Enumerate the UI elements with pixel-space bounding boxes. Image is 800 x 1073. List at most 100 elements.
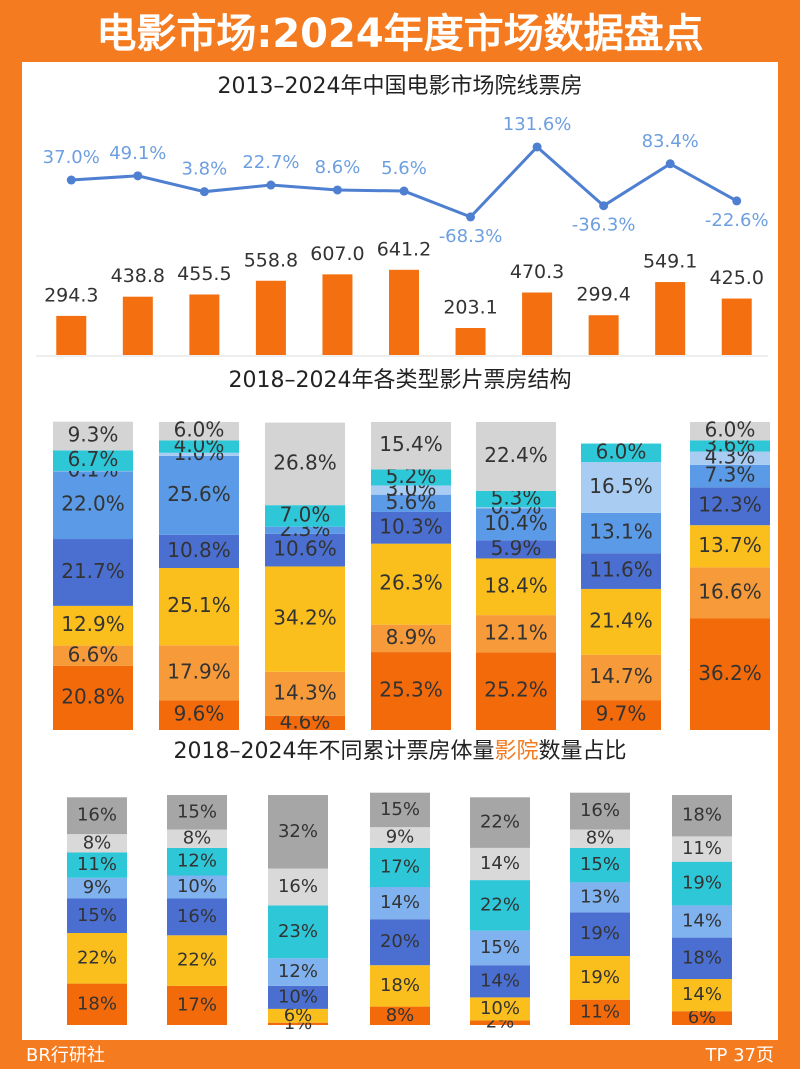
segment-label: 8% (386, 1005, 415, 1026)
bar-label: 607.0 (310, 243, 364, 265)
segment-label: 6.6% (68, 642, 119, 666)
segment-label: 25.6% (167, 482, 231, 506)
segment-label: 8% (83, 832, 112, 853)
growth-label: -68.3% (439, 226, 503, 247)
segment-label: 13% (580, 886, 620, 907)
segment-label: 22% (177, 950, 217, 971)
segment-label: 16% (278, 876, 318, 897)
segment-label: 22% (480, 894, 520, 915)
growth-label: 5.6% (381, 158, 427, 179)
growth-point (599, 201, 608, 210)
segment-label: 16% (580, 800, 620, 821)
segment-label: 11% (580, 1001, 620, 1022)
segment-label: 10% (278, 986, 318, 1007)
bar (123, 297, 153, 355)
chart-title: 2013–2024年中国电影市场院线票房 (218, 74, 583, 99)
growth-point (333, 185, 342, 194)
segment-label: 15% (177, 801, 217, 822)
bar-label: 299.4 (576, 284, 630, 306)
segment-label: 17% (177, 994, 217, 1015)
bar-label: 425.0 (710, 267, 764, 289)
segment-label: 15% (380, 799, 420, 820)
segment-label: 17% (380, 856, 420, 877)
segment-label: 22% (77, 947, 117, 968)
segment-label: 7.0% (280, 502, 331, 526)
segment-label: 19% (682, 873, 722, 894)
segment-label: 14% (380, 892, 420, 913)
segment-label: 18% (682, 805, 722, 826)
segment-label: 6.0% (174, 418, 225, 442)
growth-point (666, 159, 675, 168)
segment-label: 12.3% (698, 493, 762, 517)
segment-label: 26.3% (379, 571, 443, 595)
bar-label: 294.3 (44, 284, 98, 306)
footer-right: TP 37页 (705, 1045, 774, 1066)
segment-label: 9.7% (596, 702, 647, 726)
bar-label: 203.1 (443, 297, 497, 319)
segment-label: 34.2% (273, 606, 337, 630)
growth-point (67, 176, 76, 185)
bar-label: 470.3 (510, 261, 564, 283)
segment-label: 18% (682, 947, 722, 968)
segment-label: 17.9% (167, 659, 231, 683)
segment-label: 15% (480, 937, 520, 958)
segment-label: 11.6% (589, 558, 653, 582)
segment-label: 8.9% (386, 625, 437, 649)
segment-label: 25.2% (484, 678, 548, 702)
segment-label: 22.4% (484, 443, 548, 467)
segment-label: 12% (177, 851, 217, 872)
segment-label: 6.0% (596, 439, 647, 463)
growth-label: 49.1% (109, 143, 166, 164)
bar (322, 274, 352, 355)
segment-label: 10% (480, 998, 520, 1019)
growth-label: -36.3% (572, 215, 636, 236)
segment-label: 20.8% (61, 684, 125, 708)
segment-label: 36.2% (698, 661, 762, 685)
bar-label: 641.2 (377, 238, 431, 260)
bar (522, 293, 552, 355)
segment-label: 12.9% (61, 612, 125, 636)
segment-label: 15% (77, 905, 117, 926)
segment-label: 22.0% (61, 492, 125, 516)
growth-point (732, 196, 741, 205)
segment-label: 15.4% (379, 432, 443, 456)
segment-label: 14% (682, 911, 722, 932)
segment-label: 10.8% (167, 538, 231, 562)
bar-label: 455.5 (177, 263, 231, 285)
segment-label: 9.6% (174, 702, 225, 726)
segment-label: 6.7% (68, 447, 119, 471)
segment-label: 8% (183, 828, 212, 849)
segment-label: 16% (77, 805, 117, 826)
title-part: 数量占比 (538, 739, 626, 764)
segment-label: 15% (580, 854, 620, 875)
segment-label: 11% (682, 838, 722, 859)
segment-label: 13.7% (698, 533, 762, 557)
segment-label: 18% (77, 993, 117, 1014)
segment-label: 19% (580, 923, 620, 944)
segment-label: 14% (480, 853, 520, 874)
segment-label: 16.6% (698, 579, 762, 603)
segment-label: 10% (177, 876, 217, 897)
growth-point (533, 142, 542, 151)
segment-label: 6.0% (705, 418, 756, 442)
segment-label: 16.5% (589, 474, 653, 498)
segment-label: 14% (682, 984, 722, 1005)
growth-point (266, 181, 275, 190)
growth-point (466, 212, 475, 221)
segment-label: 21.4% (589, 608, 653, 632)
segment-label: 9% (83, 877, 112, 898)
segment-label: 18% (380, 975, 420, 996)
segment-label: 14.3% (273, 680, 337, 704)
growth-label: 22.7% (242, 152, 299, 173)
segment-label: 14% (480, 970, 520, 991)
segment-label: 10.3% (379, 514, 443, 538)
segment-label: 9% (386, 827, 415, 848)
bar (189, 294, 219, 355)
segment-label: 12% (278, 961, 318, 982)
segment-label: 11% (77, 854, 117, 875)
bar (456, 328, 486, 355)
footer-left: BR行研社 (26, 1045, 105, 1066)
growth-label: 8.6% (315, 157, 361, 178)
growth-label: 83.4% (642, 131, 699, 152)
